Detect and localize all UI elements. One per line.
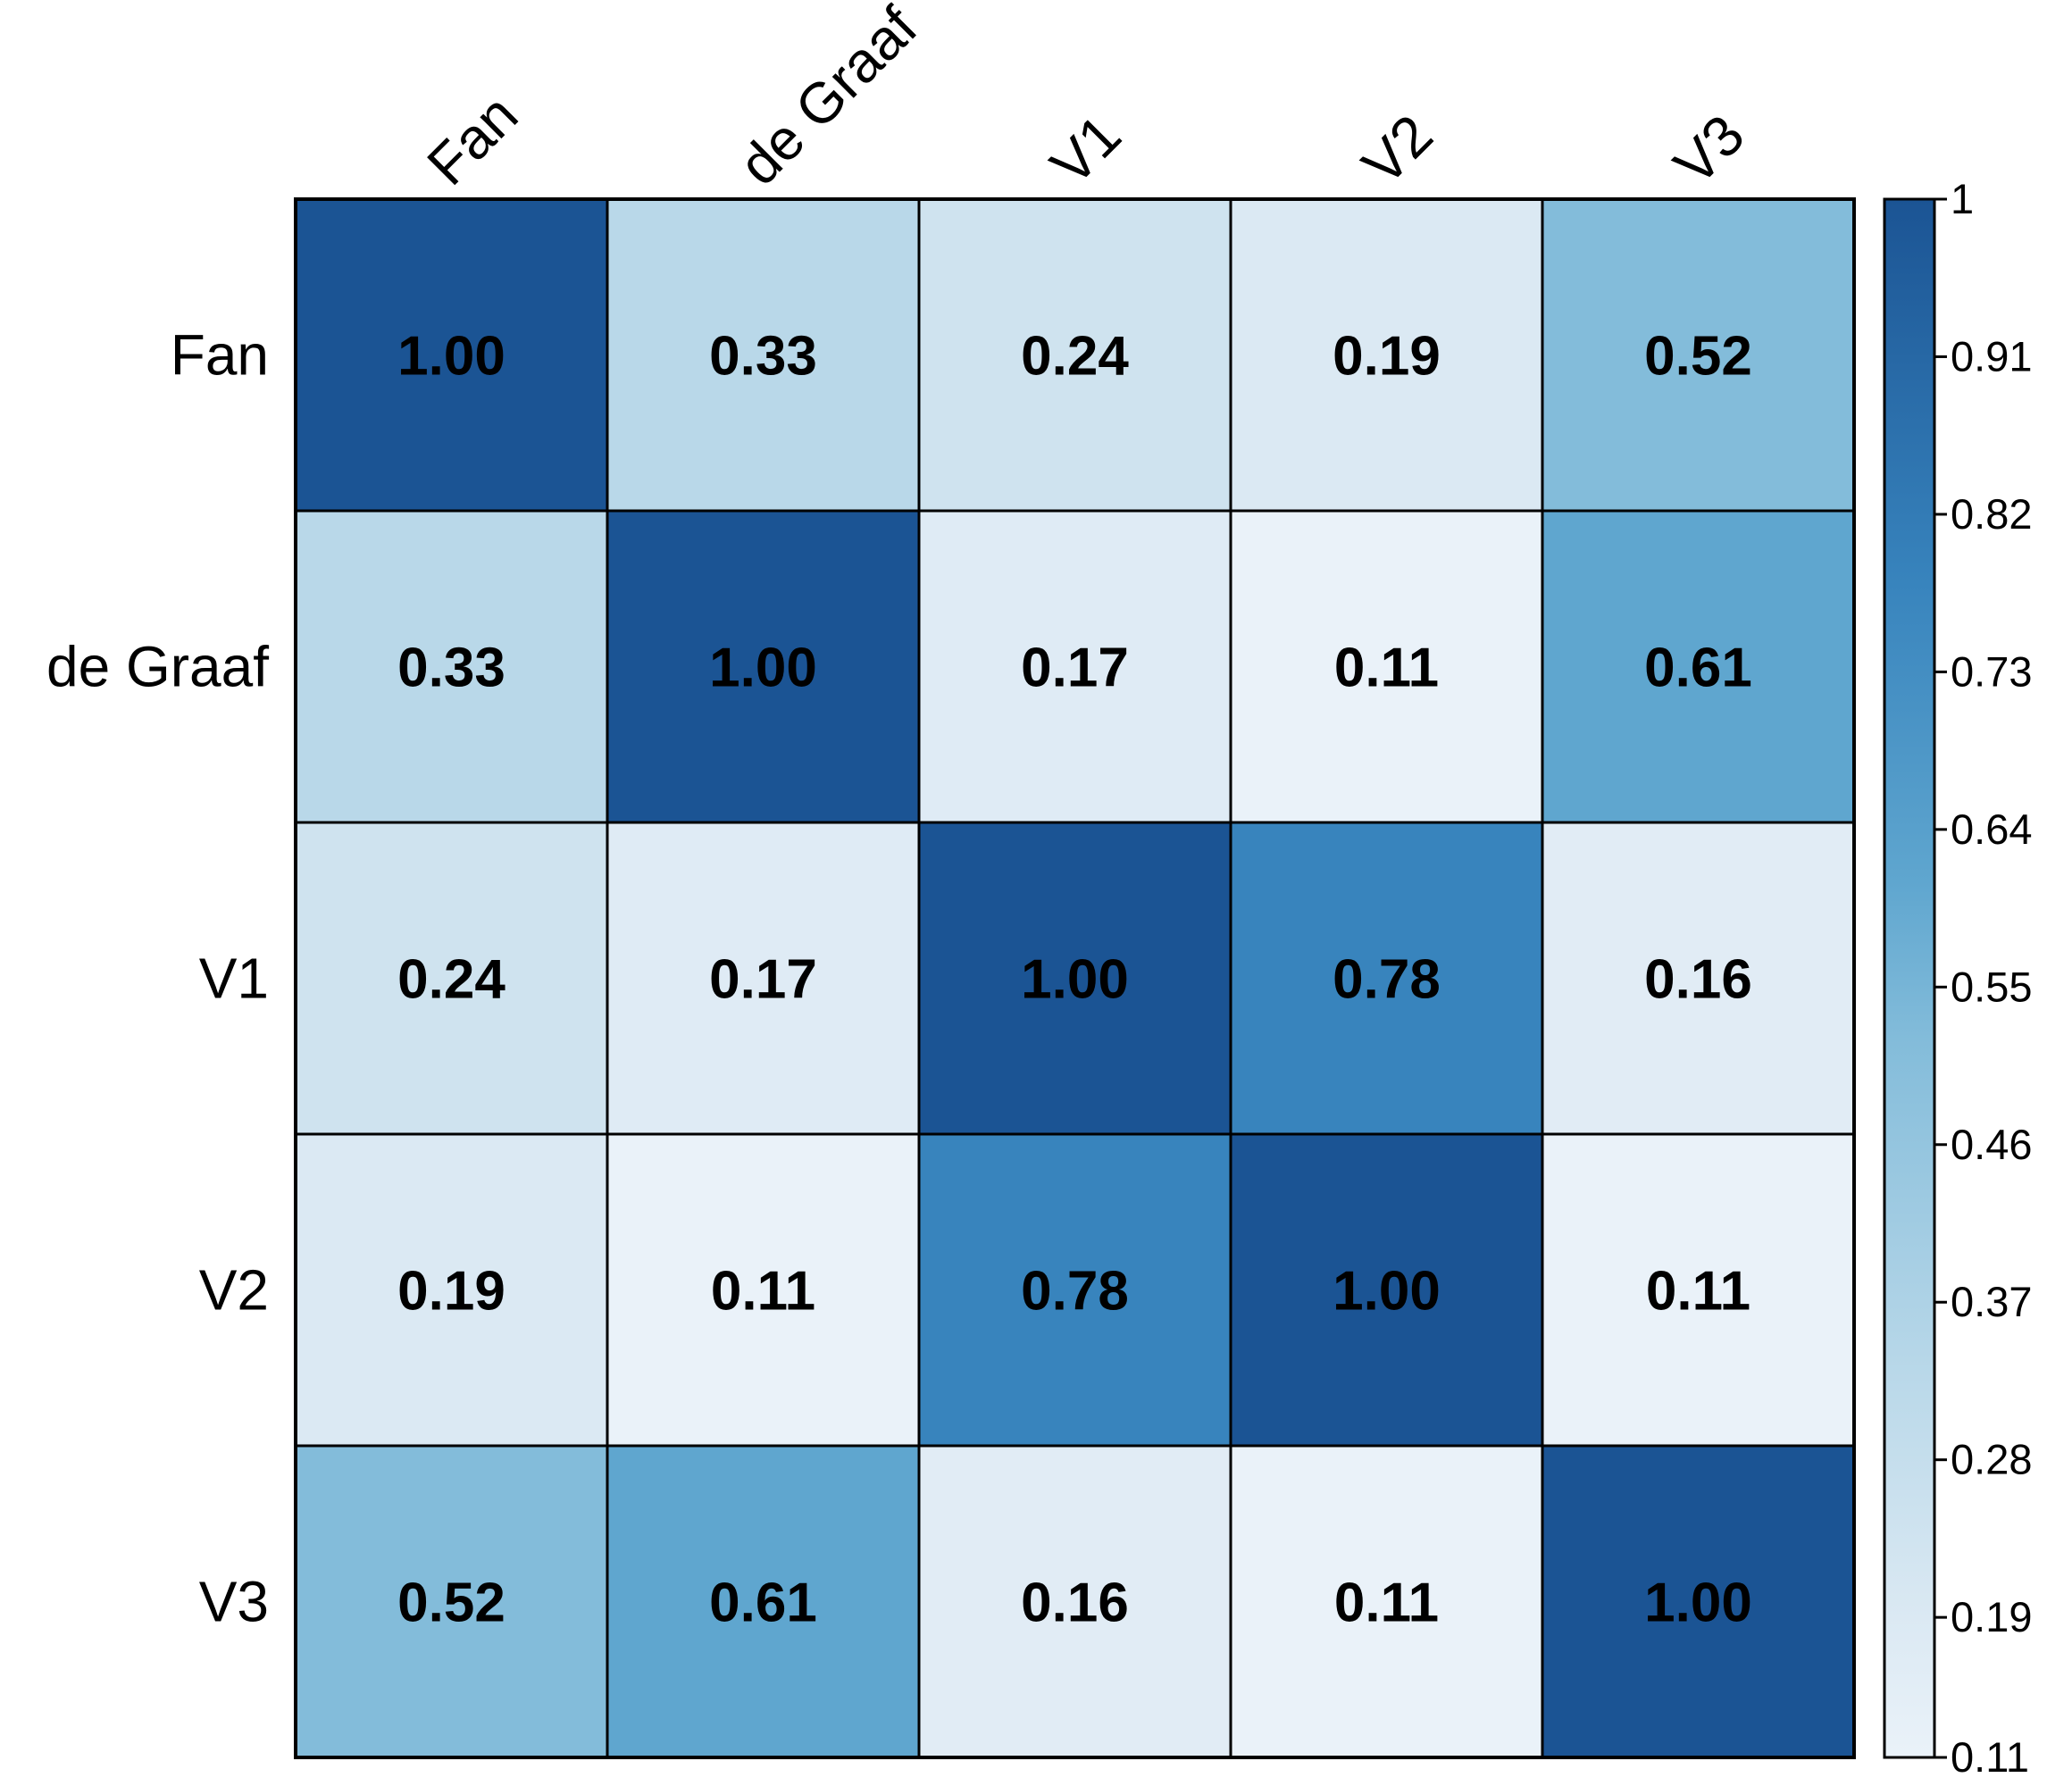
column-label-4: V3 [1661, 103, 1756, 197]
heatmap-cell-1-0 [294, 509, 609, 824]
legend-tick-label-3: 0.73 [1951, 647, 2032, 695]
heatmap-cell-labels: 1.00 0.33 0.24 0.19 0.52 0.33 1.00 0.17 0.11 0.61… [397, 326, 1752, 1634]
heatmap-cell-1-2 [917, 509, 1232, 824]
heatmap-cell-0-4 [1541, 197, 1856, 513]
cell-value-label-1-0: 0.33 [397, 638, 505, 699]
cell-value-label-3-3: 1.00 [1333, 1261, 1441, 1323]
cell-value-label-3-0: 0.19 [397, 1261, 505, 1323]
cell-value-label-4-3: 0.11 [1334, 1573, 1439, 1634]
cell-value-label-2-1: 0.17 [709, 949, 817, 1011]
column-label-1: de Graaf [726, 0, 929, 197]
legend-tick-label-10: 0.11 [1951, 1733, 2029, 1781]
heatmap-cell-0-1 [606, 197, 921, 513]
cell-value-label-2-3: 0.78 [1333, 949, 1441, 1011]
legend-tick-label-4: 0.64 [1951, 805, 2032, 853]
cell-value-label-0-4: 0.52 [1644, 326, 1752, 388]
legend-tick-label-0: 1 [1951, 175, 1974, 222]
column-label-0: Fan [414, 82, 530, 197]
cell-value-label-4-1: 0.61 [709, 1573, 817, 1634]
row-label-1: de Graaf [46, 635, 269, 699]
heatmap-cell-2-3 [1229, 821, 1544, 1136]
cell-value-label-4-0: 0.52 [397, 1573, 505, 1634]
cell-value-label-1-3: 0.11 [1334, 638, 1439, 699]
cell-value-label-3-1: 0.11 [711, 1261, 815, 1323]
color-legend: 1 0.91 0.82 0.73 0.64 0.55 0.46 0.37 0.28 0.19 0.1… [1883, 175, 2032, 1781]
heatmap-cell-3-3 [1229, 1132, 1544, 1448]
cell-value-label-1-4: 0.61 [1644, 638, 1752, 699]
heatmap-cells [294, 197, 1856, 1759]
cell-value-label-4-2: 0.16 [1021, 1573, 1129, 1634]
row-label-0: Fan [171, 323, 269, 388]
cell-value-label-0-2: 0.24 [1021, 326, 1129, 388]
heatmap-cell-4-2 [917, 1444, 1232, 1759]
row-label-4: V3 [199, 1570, 269, 1634]
cell-value-label-2-0: 0.24 [397, 949, 505, 1011]
heatmap-cell-1-4 [1541, 509, 1856, 824]
legend-color-bar [1883, 197, 1936, 1759]
cell-value-label-2-4: 0.16 [1644, 949, 1752, 1011]
cell-value-label-1-1: 1.00 [709, 638, 817, 699]
legend-tick-label-8: 0.28 [1951, 1436, 2032, 1483]
column-label-3: V2 [1349, 103, 1444, 197]
legend-tick-label-5: 0.55 [1951, 963, 2032, 1010]
legend-tick-label-7: 0.37 [1951, 1278, 2032, 1325]
legend-tick-label-2: 0.82 [1951, 490, 2032, 538]
column-axis-labels: Fan de Graaf V1 V2 V3 [414, 0, 1756, 197]
cell-value-label-0-0: 1.00 [397, 326, 505, 388]
cell-value-label-4-4: 1.00 [1644, 1573, 1752, 1634]
heatmap-cell-3-4 [1541, 1132, 1856, 1448]
cell-value-label-1-2: 0.17 [1021, 638, 1129, 699]
column-label-2: V1 [1038, 103, 1132, 197]
row-label-2: V1 [199, 947, 269, 1011]
heatmap-cell-2-4 [1541, 821, 1856, 1136]
heatmap-cell-4-4 [1541, 1444, 1856, 1759]
heatmap-cell-3-2 [917, 1132, 1232, 1448]
heatmap-cell-4-1 [606, 1444, 921, 1759]
legend-tick-label-1: 0.91 [1951, 332, 2032, 380]
heatmap-cell-2-1 [606, 821, 921, 1136]
cell-value-label-0-1: 0.33 [709, 326, 817, 388]
heatmap-border [294, 197, 1856, 1759]
legend-tick-label-9: 0.19 [1951, 1593, 2032, 1640]
cell-value-label-3-4: 0.11 [1646, 1261, 1750, 1323]
heatmap-cell-0-0 [294, 197, 609, 513]
legend-tick-label-6: 0.46 [1951, 1121, 2032, 1168]
heatmap-cell-4-0 [294, 1444, 609, 1759]
cell-value-label-3-2: 0.78 [1021, 1261, 1129, 1323]
heatmap-cell-3-1 [606, 1132, 921, 1448]
cell-value-label-2-2: 1.00 [1021, 949, 1129, 1011]
heatmap-cell-2-2 [917, 821, 1232, 1136]
row-label-3: V2 [199, 1258, 269, 1323]
row-axis-labels: Fan de Graaf V1 V2 V3 [46, 323, 269, 1634]
heatmap-cell-0-3 [1229, 197, 1544, 513]
cell-value-label-0-3: 0.19 [1333, 326, 1441, 388]
